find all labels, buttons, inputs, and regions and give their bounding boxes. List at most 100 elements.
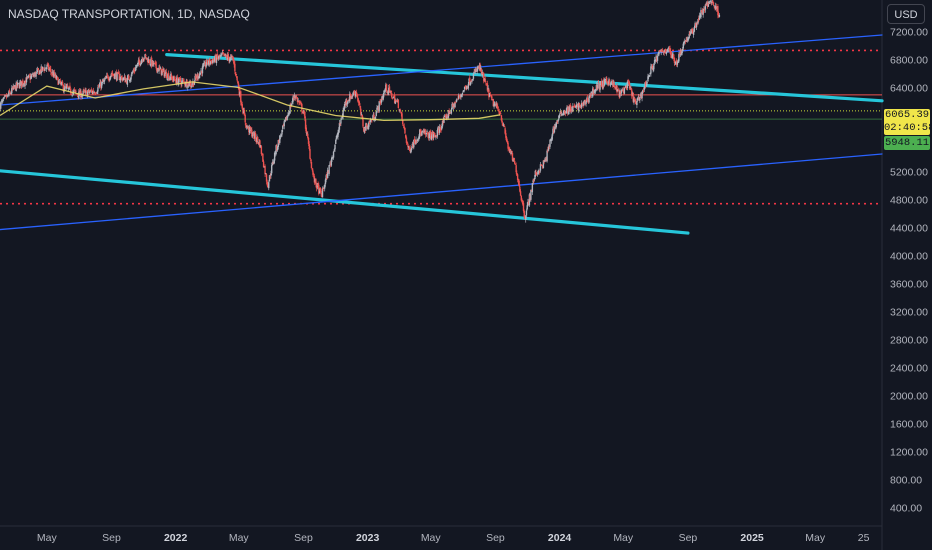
candle-body [460,95,462,97]
candle-body [13,86,15,88]
candle-body [585,101,587,104]
candle-body [498,111,500,114]
candle-body [642,89,644,93]
candle-body [476,68,478,73]
candle-body [521,199,523,201]
candle-body [346,102,349,105]
candle-body [412,144,414,147]
candle-body [407,144,409,148]
x-tick-label: May [229,532,250,544]
candle-body [349,94,352,100]
candle-body [247,126,249,129]
candle-body [603,79,605,86]
y-tick-label: 4400.00 [890,222,928,234]
candle-body [95,93,97,95]
candle-body [212,60,214,64]
candle-body [7,94,9,96]
price-axis[interactable]: 7200.006800.006400.006000.005600.005200.… [890,26,928,514]
candle-body [636,98,639,100]
candle-body [259,140,261,148]
x-tick-label: May [421,532,442,544]
candle-body [434,135,436,137]
candle-body [339,122,341,124]
candle-body [516,173,518,176]
candle-body [399,110,401,111]
candle-body [629,87,631,89]
candle-body [672,53,674,57]
candle-body [158,67,160,72]
candle-body [313,176,316,183]
candle-body [159,66,161,69]
candle-body [438,127,441,133]
candle-body [486,83,488,85]
candle-body [31,73,34,75]
candle-body [110,74,112,76]
candle-body [604,78,606,80]
candle-body [636,101,638,105]
moving-average [0,81,501,122]
candle-body [615,87,617,90]
candle-body [537,170,539,175]
candle-body [64,85,66,91]
candle-body [354,91,357,97]
candle-body [427,134,430,139]
candle-body [405,137,408,143]
candle-body [40,66,42,74]
candle-body [198,76,200,78]
candle-body [625,86,628,90]
candle-body [369,120,372,123]
candle-body [647,75,650,78]
candle-body [262,161,265,168]
candle-body [50,68,52,73]
candle-body [179,78,182,82]
candle-body [379,100,382,104]
candle-body [172,78,174,80]
candle-body [139,63,142,66]
trendlines[interactable] [0,34,884,235]
candle-body [714,5,717,10]
candle-body [404,127,406,134]
candle-body [145,54,147,57]
candle-body [181,80,184,82]
candle-body [405,134,407,138]
candle-body [573,105,576,107]
candle-body [384,90,386,92]
candle-body [42,67,45,69]
currency-selector[interactable]: USD [887,4,925,24]
x-tick-label: 2022 [164,532,188,544]
y-tick-label: 7200.00 [890,26,928,38]
candle-body [97,86,100,88]
time-axis[interactable]: May Sep 2022 May Sep 2023 May Sep 2024 May Sep 2025… [37,532,870,544]
candle-body [206,59,209,64]
candle-body [279,135,281,143]
candle-body [469,77,471,85]
candle-body [516,174,519,180]
candle-body [347,100,349,102]
candle-body [694,23,696,28]
candle-body [662,52,665,53]
candle-body [298,101,300,103]
candle-body [229,57,232,61]
candle-body [310,161,313,169]
candle-body [338,123,341,130]
candle-body [649,72,651,75]
candle-body [201,70,203,74]
candle-body [455,101,457,103]
candle-body [424,130,427,135]
candle-body [667,47,670,50]
candle-body [123,77,125,80]
candle-body [193,81,196,85]
candle-body [683,41,685,45]
candle-body [171,76,173,81]
candle-body [150,58,152,66]
candle-body [280,135,282,137]
candle-body [319,187,321,191]
candle-body [318,185,320,195]
candle-body [226,55,229,60]
x-tick-label: 2025 [740,532,764,544]
candle-body [175,81,177,84]
candle-body [225,55,227,57]
candle-body [270,173,272,176]
candle-body [62,84,65,92]
